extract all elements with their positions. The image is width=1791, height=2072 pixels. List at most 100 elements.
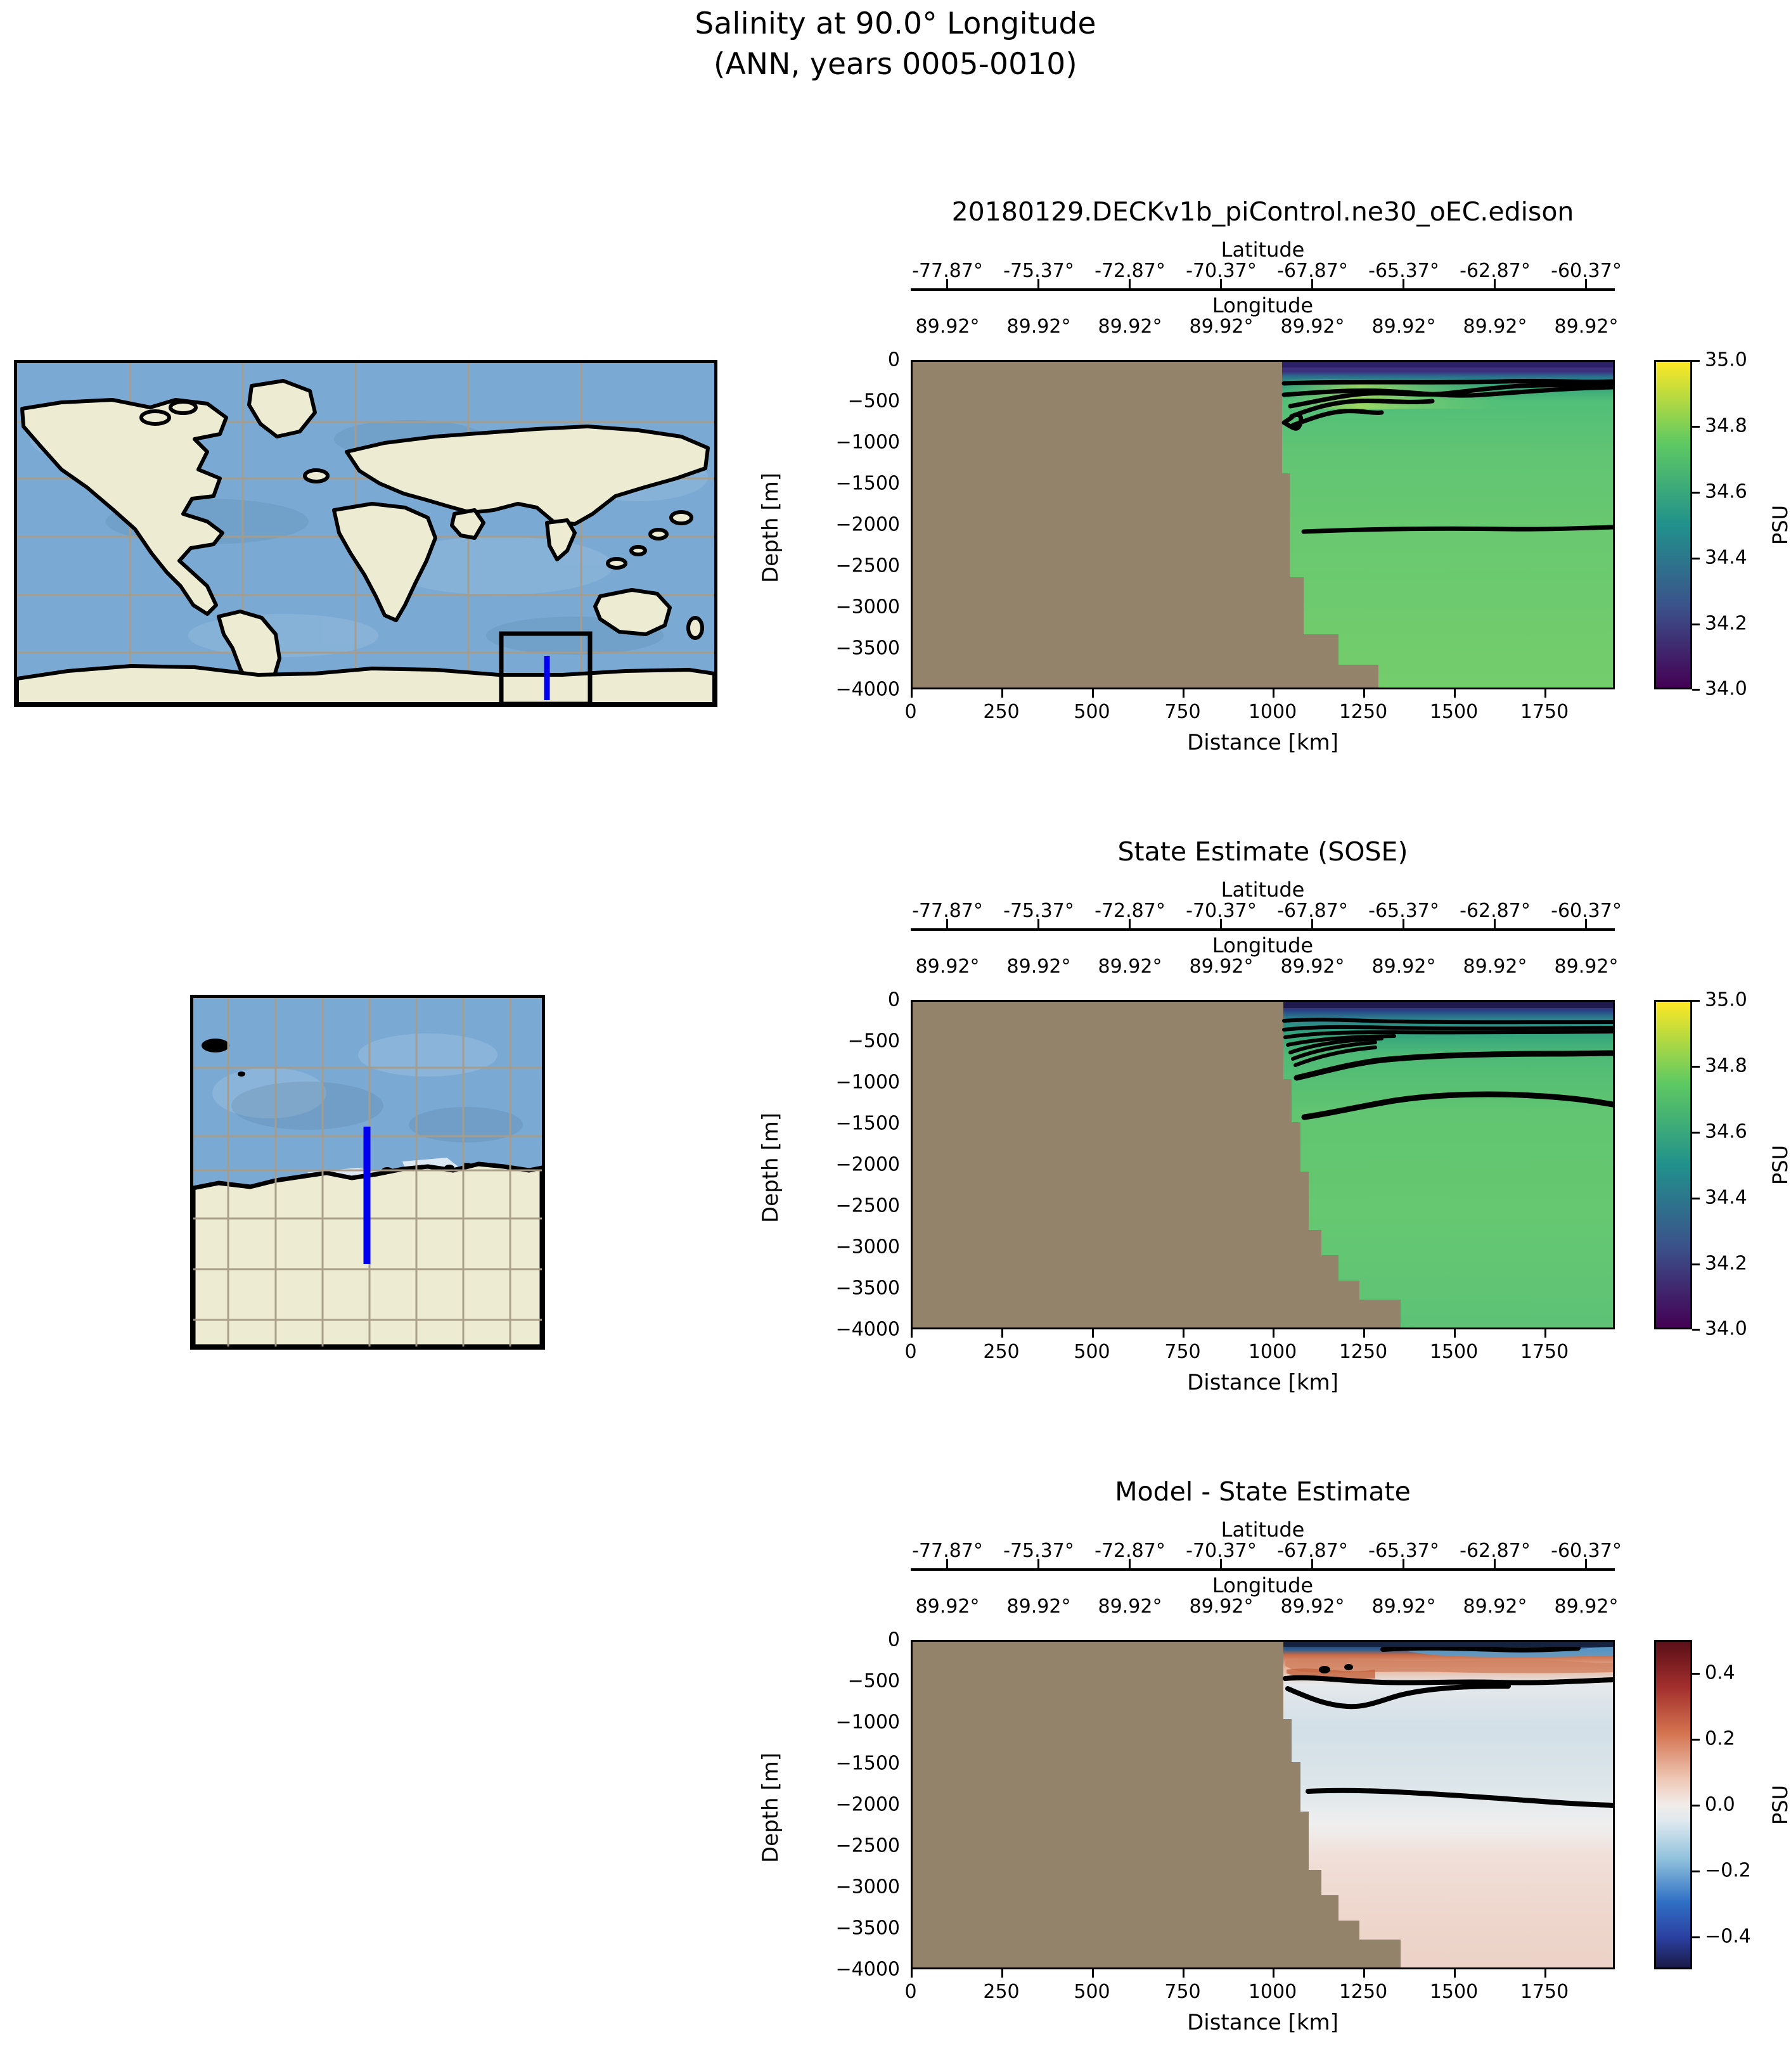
lat-tick: -65.37° [1368,1540,1439,1562]
lat-tick: -77.87° [912,1540,983,1562]
cbar-tick: 34.0 [1705,677,1747,700]
depth-tick: −4000 [835,1318,900,1341]
dist-tick: 0 [904,1981,917,2003]
dist-tick: 1500 [1429,1341,1479,1363]
depth-tick: −500 [847,390,900,412]
figure-title-line1: Salinity at 90.0° Longitude [695,6,1096,41]
lat-tick: -70.37° [1186,260,1257,282]
lon-tick: 89.92° [1554,316,1619,338]
figure-title-line2: (ANN, years 0005-0010) [714,47,1077,82]
cbar-tick: 0.2 [1705,1727,1735,1750]
dist-tick: 1000 [1248,1341,1297,1363]
lat-tick: -62.87° [1460,1540,1531,1562]
depth-axis-title: Depth [m] [758,472,783,583]
cbar-tick: 34.6 [1705,1120,1747,1143]
difference-field [913,1642,1613,1967]
depth-tick: −1500 [835,472,900,495]
figure-title: Salinity at 90.0° Longitude (ANN, years … [0,4,1791,85]
cbar-tick: 0.0 [1705,1793,1735,1816]
dist-tick: 250 [983,701,1020,723]
lon-tick: 89.92° [1006,316,1071,338]
model-salinity-field [913,362,1613,687]
longitude-axis-name-diff: Longitude [1212,1573,1314,1597]
depth-tick: −3000 [835,596,900,618]
colorbar-title-model: PSU [1768,504,1791,545]
latitude-axis-spine-diff [911,1568,1615,1571]
cbar-tick: 34.0 [1705,1317,1747,1340]
section-plot-model[interactable] [911,360,1615,689]
depth-tick: −1000 [835,1711,900,1734]
depth-tick: −1500 [835,1112,900,1135]
longitude-tick-labels-diff: 89.92° 89.92° 89.92° 89.92° 89.92° 89.92… [911,1596,1619,1618]
dist-tick: 500 [1074,701,1110,723]
latitude-tick-labels-model: -77.87° -75.37° -72.87° -70.37° -67.87° … [911,260,1622,283]
x-ticks-model [911,689,1615,700]
lat-tick: -65.37° [1368,260,1439,282]
depth-tick: −3500 [835,1277,900,1300]
dist-tick: 1500 [1429,1981,1479,2003]
longitude-tick-labels-sose: 89.92° 89.92° 89.92° 89.92° 89.92° 89.92… [911,956,1619,978]
lon-tick: 89.92° [1463,316,1527,338]
depth-tick: −3000 [835,1236,900,1258]
depth-axis-title-diff: Depth [m] [758,1752,783,1863]
lat-tick: -70.37° [1186,900,1257,922]
colorbar-model[interactable] [1654,360,1692,689]
panel-title-difference: Model - State Estimate [1115,1476,1411,1507]
depth-tick-labels-diff: 0 −500 −1000 −1500 −2000 −2500 −3000 −35… [818,1629,900,1981]
colorbar-sose[interactable] [1654,1000,1692,1329]
colorbar-difference[interactable] [1654,1640,1692,1969]
lon-tick: 89.92° [1280,316,1345,338]
world-map-graphic [17,363,714,704]
lon-tick: 89.92° [1098,316,1162,338]
lat-tick: -60.37° [1551,260,1622,282]
lat-tick: -72.87° [1094,1540,1165,1562]
x-ticks-diff [911,1969,1615,1979]
distance-axis-title-diff: Distance [km] [1187,2010,1338,2035]
latitude-tick-labels-diff: -77.87° -75.37° -72.87° -70.37° -67.87° … [911,1540,1622,1563]
lat-tick: -77.87° [912,260,983,282]
section-plot-sose[interactable] [911,1000,1615,1329]
dist-tick: 1750 [1520,701,1569,723]
region-map-graphic [193,998,542,1346]
depth-tick: −500 [847,1030,900,1052]
distance-axis-title-sose: Distance [km] [1187,1370,1338,1395]
depth-tick-labels-model: 0 −500 −1000 −1500 −2000 −2500 −3000 −35… [818,349,900,701]
colorbar-title-sose: PSU [1768,1144,1791,1185]
lon-tick: 89.92° [1280,956,1345,978]
cbar-tick: 34.2 [1705,612,1747,635]
x-tick-labels-diff: 0 250 500 750 1000 1250 1500 1750 [904,1981,1615,2004]
panel-title-sose: State Estimate (SOSE) [1117,836,1408,867]
x-tick-labels-sose: 0 250 500 750 1000 1250 1500 1750 [904,1341,1615,1364]
colorbar-ticks-sose: 35.0 34.8 34.6 34.4 34.2 34.0 [1692,989,1781,1340]
dist-tick: 1250 [1338,1341,1388,1363]
world-locator-map[interactable] [14,360,717,707]
x-ticks-sose [911,1329,1615,1340]
depth-tick: −3500 [835,637,900,660]
lat-tick: -75.37° [1003,900,1074,922]
cbar-tick: 34.6 [1705,480,1747,503]
lon-tick: 89.92° [1371,956,1436,978]
section-plot-difference[interactable] [911,1640,1615,1969]
distance-axis-title-model: Distance [km] [1187,730,1338,755]
dist-tick: 750 [1164,701,1201,723]
depth-axis-title-sose: Depth [m] [758,1112,783,1223]
depth-tick: −2500 [835,1194,900,1217]
dist-tick: 750 [1164,1341,1201,1363]
lon-tick: 89.92° [915,316,980,338]
lon-tick: 89.92° [915,956,980,978]
dist-tick: 1000 [1248,1981,1297,2003]
depth-tick: 0 [887,1628,900,1651]
region-highlight-box [499,631,593,704]
depth-tick: −1500 [835,1752,900,1775]
lon-tick: 89.92° [1463,1596,1527,1618]
lat-tick: -72.87° [1094,260,1165,282]
region-locator-map[interactable] [190,995,545,1350]
lon-tick: 89.92° [1463,956,1527,978]
sose-salinity-field [913,1002,1613,1327]
dist-tick: 500 [1074,1341,1110,1363]
lon-tick: 89.92° [1189,1596,1254,1618]
depth-tick: −4000 [835,1958,900,1981]
cbar-tick: −0.4 [1705,1925,1751,1948]
depth-tick: −2000 [835,1153,900,1176]
cbar-tick: 0.4 [1705,1661,1735,1684]
